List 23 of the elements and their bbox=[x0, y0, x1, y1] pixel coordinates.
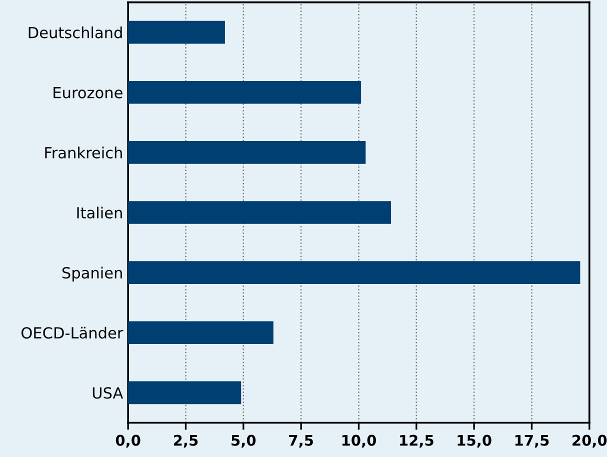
x-tick-label: 7,5 bbox=[289, 434, 313, 448]
bar bbox=[128, 20, 225, 44]
y-tick-label: Deutschland bbox=[28, 26, 122, 38]
bar bbox=[128, 261, 580, 284]
bar bbox=[128, 381, 242, 404]
x-tick-label: 0,0 bbox=[116, 434, 140, 448]
bar bbox=[128, 201, 392, 224]
bar bbox=[128, 141, 366, 164]
x-tick-label: 15,0 bbox=[458, 434, 492, 448]
x-tick-label: 17,5 bbox=[515, 434, 549, 448]
x-tick-label: 5,0 bbox=[232, 434, 256, 448]
y-tick-label: Frankreich bbox=[45, 146, 122, 158]
y-tick-label: OECD-Länder bbox=[22, 326, 124, 339]
y-tick-label: Italien bbox=[77, 206, 122, 219]
y-tick-label: USA bbox=[92, 387, 124, 399]
x-tick-label: 10,0 bbox=[342, 434, 376, 448]
y-tick-label: Spanien bbox=[62, 266, 122, 282]
x-tick-label: 12,5 bbox=[400, 434, 434, 448]
bar bbox=[128, 80, 362, 104]
x-tick-label: 2,5 bbox=[174, 434, 198, 448]
x-tick-label: 20,0 bbox=[572, 434, 607, 448]
bar bbox=[128, 321, 274, 344]
y-tick-label: Eurozone bbox=[54, 87, 122, 98]
